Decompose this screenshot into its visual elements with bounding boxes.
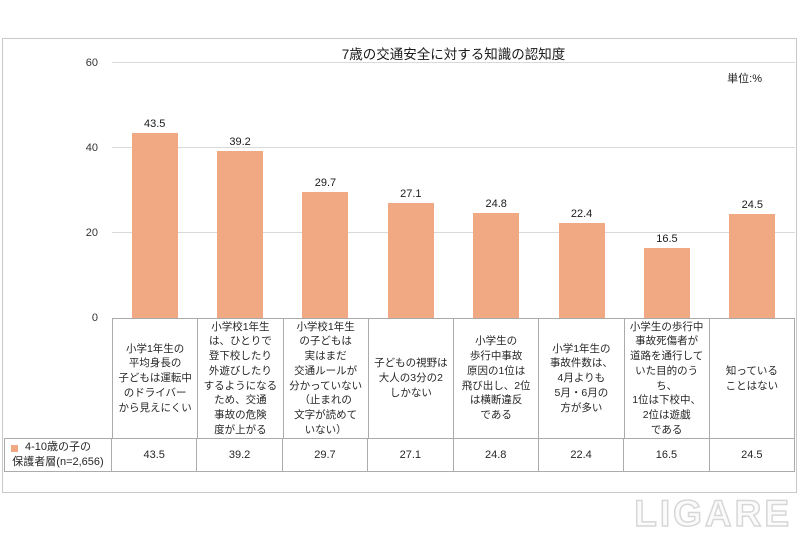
bar-value-label: 24.8 <box>485 197 507 210</box>
value-cell: 27.1 <box>368 438 454 472</box>
value-cell: 24.8 <box>453 438 539 472</box>
bar-value-label: 16.5 <box>656 232 678 245</box>
value-cell: 22.4 <box>538 438 625 472</box>
bar <box>643 247 690 318</box>
bar-value-label: 39.2 <box>229 136 251 149</box>
bar <box>387 202 434 318</box>
category-cell: 小学1年生の 平均身長の 子どもは運転中 のドライバー から見えにくい <box>112 318 199 438</box>
y-axis-tick-label: 0 <box>91 312 98 324</box>
legend-marker-icon <box>11 445 18 452</box>
unit-label: 単位:% <box>727 73 762 85</box>
category-cell: 小学1年生の 事故件数は、 4月よりも 5月・6月の 方が多い <box>539 318 625 438</box>
bar-value-label: 24.5 <box>741 198 764 211</box>
category-cell: 小学校1年生 の子どもは 実はまだ 交通ルールが 分かっていない （止まれの 文… <box>283 318 369 438</box>
bar <box>302 191 349 318</box>
value-cell: 16.5 <box>624 438 710 472</box>
value-cell: 24.5 <box>709 438 795 472</box>
y-axis-tick-label: 40 <box>85 142 98 154</box>
legend-cell: 4-10歳の子の 保護者層(n=2,656) <box>4 438 112 472</box>
gridline <box>112 62 795 63</box>
bar <box>729 213 776 318</box>
category-row: 小学1年生の 平均身長の 子どもは運転中 のドライバー から見えにくい 小学校1… <box>4 318 795 438</box>
bar-column: 22.4 <box>539 63 624 318</box>
bar <box>473 212 520 318</box>
category-row-spacer <box>4 318 112 438</box>
gridline <box>112 147 795 148</box>
category-cell: 知っている ことはない <box>709 318 795 438</box>
bar <box>558 222 605 318</box>
category-cell: 小学校1年生 は、ひとりで 登下校したり 外遊びしたり するようになる ため、交… <box>198 318 284 438</box>
chart-title: 7歳の交通安全に対する知識の認知度 <box>341 47 566 62</box>
watermark-logo: LIGARE <box>633 492 792 533</box>
bar-column: 29.7 <box>283 63 368 318</box>
value-cell: 39.2 <box>197 438 283 472</box>
bar-value-label: 43.5 <box>143 118 166 131</box>
category-cell: 小学生の 歩行中事故 原因の1位は 飛び出し、2位 は横断違反 である <box>454 318 540 438</box>
y-axis-tick-label: 60 <box>85 57 98 69</box>
value-row: 4-10歳の子の 保護者層(n=2,656) 43.5 39.2 29.7 27… <box>4 438 795 472</box>
y-axis-tick-label: 20 <box>85 227 98 239</box>
value-cell: 29.7 <box>282 438 369 472</box>
bar-value-label: 27.1 <box>400 187 422 200</box>
category-cell: 子どもの視野は 大人の3分の2 しかない <box>368 318 454 438</box>
legend-label: 4-10歳の子の 保護者層(n=2,656) <box>12 441 104 468</box>
bar-column: 43.5 <box>112 63 197 318</box>
bar-column: 24.5 <box>710 63 795 318</box>
bar-column: 16.5 <box>624 63 709 318</box>
bar-value-label: 29.7 <box>314 176 337 189</box>
value-cell: 43.5 <box>112 438 198 472</box>
chart-container: 7歳の交通安全に対する知識の認知度 単位:% 60 40 20 0 43.5 3… <box>2 38 797 493</box>
bar <box>217 151 264 318</box>
plot-area: 43.5 39.2 29.7 27.1 24.8 22.4 <box>112 62 795 318</box>
bar-column: 24.8 <box>454 63 539 318</box>
bar-column: 27.1 <box>368 63 453 318</box>
gridline <box>112 232 795 233</box>
bar-value-label: 22.4 <box>570 207 593 220</box>
bar <box>131 133 178 318</box>
category-cell: 小学生の歩行中 事故死傷者が 道路を通行して いた目的のうち、 1位は下校中、 … <box>624 318 710 438</box>
bar-column: 39.2 <box>197 63 282 318</box>
